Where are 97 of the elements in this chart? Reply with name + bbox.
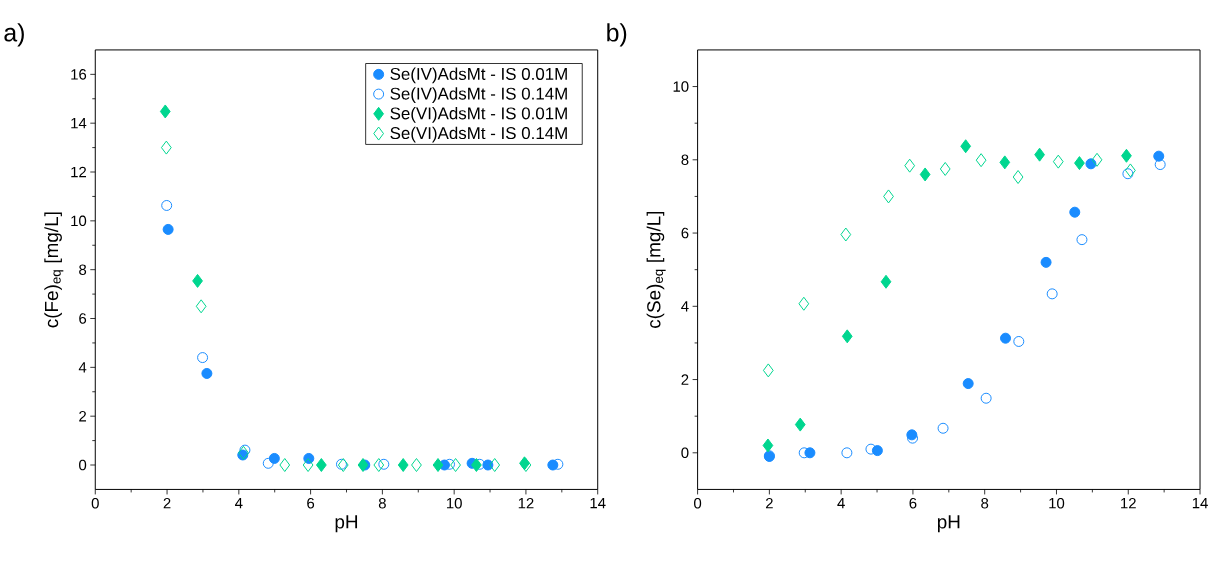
point [159, 104, 171, 119]
y-tick-label: 14 [71, 117, 87, 129]
x-tick-label: 12 [518, 497, 534, 509]
point [999, 155, 1011, 170]
legend-label: Se(VI)AdsMt - IS 0.14M [390, 126, 567, 143]
x-axis-title: pH [335, 515, 358, 533]
point [1052, 154, 1064, 169]
y-tick-label: 10 [71, 215, 87, 226]
point [192, 273, 203, 288]
y-tick-label: 4 [681, 301, 689, 312]
y-tick-label: 4 [78, 362, 87, 373]
point [397, 457, 409, 472]
point [161, 199, 173, 211]
point [975, 153, 987, 167]
y-tick-label: 0 [79, 459, 87, 471]
y-tick-label: 8 [79, 264, 87, 275]
point [841, 447, 853, 459]
point [904, 158, 916, 173]
y-tick-label: 12 [71, 166, 87, 178]
y-tick-label: 16 [71, 68, 87, 80]
point [1091, 152, 1103, 167]
point [1013, 335, 1025, 347]
point [883, 189, 894, 204]
point [980, 392, 992, 404]
x-tick-label: 6 [307, 497, 315, 509]
point [798, 296, 810, 311]
point [239, 444, 251, 456]
y-tick-label: 6 [681, 227, 689, 239]
point [302, 457, 314, 472]
x-tick-label: 2 [765, 497, 773, 509]
point [1154, 158, 1166, 170]
point [880, 274, 892, 289]
point [262, 457, 274, 469]
point [960, 139, 972, 154]
x-tick-label: 0 [91, 497, 99, 509]
point [195, 299, 207, 314]
point [316, 457, 327, 472]
x-tick-label: 4 [837, 497, 845, 509]
x-tick-label: 6 [909, 497, 917, 509]
point [1122, 168, 1134, 180]
x-tick-label: 8 [981, 497, 989, 509]
point [197, 351, 209, 363]
point [1040, 256, 1052, 268]
point [939, 161, 951, 176]
point [450, 457, 461, 472]
legend-label: Se(IV)AdsMt - IS 0.01M [390, 67, 567, 84]
point [279, 457, 291, 472]
text: b) [607, 23, 627, 47]
point [489, 457, 501, 472]
point [471, 457, 482, 472]
point [160, 140, 172, 155]
y-tick-label: 8 [681, 154, 689, 165]
point [1034, 147, 1045, 162]
x-tick-label: 10 [1049, 497, 1065, 509]
point [762, 363, 774, 378]
point [840, 227, 852, 242]
legend-label: Se(VI)AdsMt - IS 0.01M [390, 106, 567, 123]
y-tick-label: 6 [79, 313, 87, 324]
y-tick-label: 0 [681, 447, 689, 458]
point [1069, 206, 1081, 218]
point [919, 167, 931, 182]
x-tick-label: 10 [446, 497, 462, 509]
y-tick-label: 2 [79, 410, 87, 422]
point [373, 457, 385, 472]
point [1046, 288, 1058, 300]
x-tick-label: 8 [378, 497, 386, 509]
point [762, 438, 774, 453]
x-tick-label: 0 [694, 497, 702, 509]
y-tick-label: 10 [673, 81, 689, 92]
y-tick-label: 2 [681, 374, 689, 385]
legend-label: Se(IV)AdsMt - IS 0.14M [390, 87, 567, 103]
point [794, 417, 806, 432]
point [937, 422, 949, 434]
text: a) [4, 23, 24, 47]
point [378, 458, 390, 470]
point [1076, 233, 1088, 245]
x-tick-label: 4 [235, 497, 243, 509]
point [962, 377, 974, 389]
point [1153, 150, 1165, 162]
point [1125, 163, 1136, 178]
point [411, 457, 422, 472]
x-axis-title: pH [937, 515, 960, 533]
point [1000, 332, 1012, 344]
point [162, 223, 174, 235]
point [201, 367, 213, 379]
y-axis-title: c(Se)$_{eq}$ [mg/L] [646, 211, 666, 328]
point [841, 329, 853, 344]
point [432, 457, 444, 472]
point [1074, 155, 1085, 170]
x-tick-label: 2 [163, 497, 171, 509]
point [1012, 169, 1024, 184]
x-tick-label: 12 [1121, 497, 1136, 509]
point [1121, 148, 1132, 163]
x-tick-label: 14 [1192, 497, 1208, 509]
x-tick-label: 14 [590, 497, 606, 509]
y-axis-title: c(Fe)$_{eq}$ [mg/L] [44, 212, 64, 328]
point [238, 445, 249, 460]
